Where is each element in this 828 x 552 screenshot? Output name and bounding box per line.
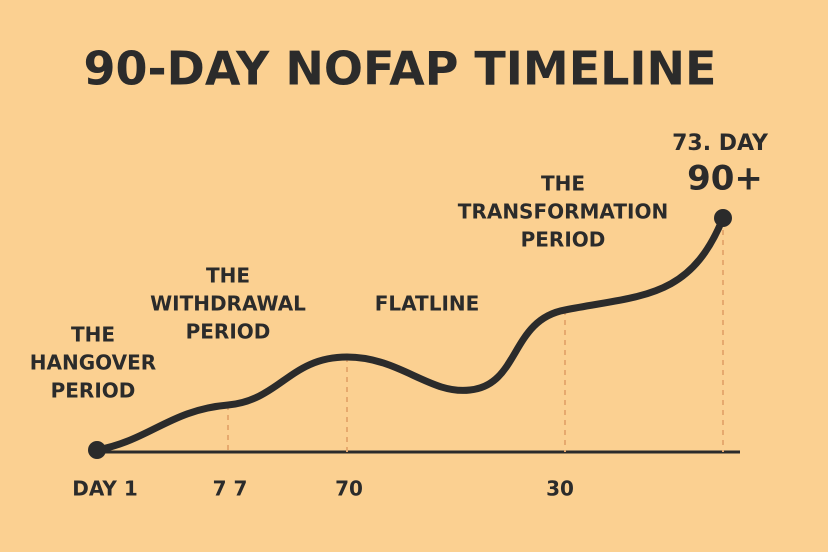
phase-label: WITHDRAWAL [150, 292, 306, 316]
phase-label: HANGOVER [30, 351, 156, 375]
phase-label: PERIOD [186, 320, 271, 344]
axis-label: DAY 1 [72, 477, 138, 501]
phase-label: PERIOD [521, 228, 606, 252]
axis-label: 30 [546, 477, 574, 501]
phase-label: THE [541, 172, 585, 196]
start-dot [88, 441, 106, 459]
phase-labels: THE HANGOVER PERIOD THE WITHDRAWAL PERIOD FLAT… [30, 172, 668, 403]
phase-label: PERIOD [51, 379, 136, 403]
peak-label: 90+ [687, 159, 763, 199]
peak-caption: 73. DAY [672, 131, 769, 156]
axis-label: 7 7 [213, 477, 248, 501]
axis-label: 70 [335, 477, 363, 501]
phase-label: THE [71, 323, 115, 347]
phase-label: THE [206, 264, 250, 288]
title: 90-DAY NOFAP TIMELINE [84, 42, 717, 96]
progress-curve [93, 214, 727, 454]
phase-label: TRANSFORMATION [458, 200, 668, 224]
guides [227, 230, 724, 452]
end-dot [714, 209, 732, 227]
phase-label: FLATLINE [375, 292, 480, 316]
axis-labels: DAY 1 7 7 70 30 [72, 477, 574, 501]
